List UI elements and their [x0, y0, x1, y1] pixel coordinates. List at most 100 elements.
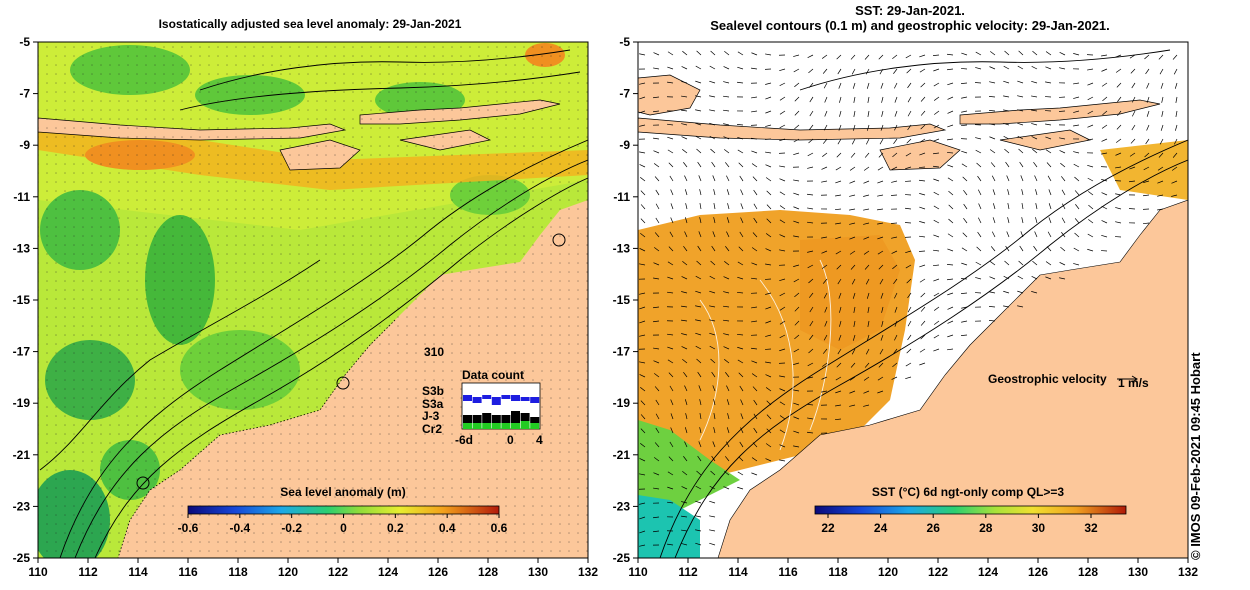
velocity-arrow [920, 96, 926, 102]
velocity-arrow [822, 68, 828, 74]
velocity-arrow [867, 306, 870, 313]
right-x-tick-label: 112 [678, 565, 698, 579]
velocity-arrow [947, 96, 954, 100]
velocity-arrow [838, 124, 842, 131]
right-x-tick-label: 114 [728, 565, 748, 579]
velocity-arrow [779, 459, 786, 462]
velocity-arrow [863, 236, 870, 240]
velocity-arrow [697, 455, 702, 462]
sla-colorbar-label: Sea level anomaly (m) [280, 485, 405, 499]
velocity-arrow [712, 441, 716, 448]
sla-colorbar-tick-label: 0.2 [387, 521, 404, 535]
velocity-arrow [1101, 68, 1108, 72]
velocity-arrow [933, 278, 940, 282]
velocity-arrow [709, 485, 716, 490]
velocity-arrow [698, 231, 702, 238]
velocity-arrow [669, 385, 674, 392]
velocity-arrow [849, 208, 856, 211]
velocity-arrow [933, 320, 940, 325]
velocity-arrow [653, 137, 660, 140]
velocity-arrow [667, 51, 674, 56]
velocity-arrow [1003, 122, 1010, 126]
velocity-arrow [1146, 82, 1150, 89]
velocity-arrow [1174, 82, 1178, 89]
velocity-arrow [1158, 152, 1164, 158]
velocity-arrow [863, 194, 870, 197]
velocity-arrow [1129, 166, 1136, 170]
velocity-arrow [779, 234, 786, 238]
velocity-arrow [1017, 95, 1024, 98]
velocity-arrow [877, 222, 884, 225]
velocity-arrow [793, 192, 800, 196]
velocity-arrow [890, 194, 898, 196]
sla-colorbar-tick-label: 0 [340, 521, 347, 535]
velocity-arrow [838, 334, 842, 341]
velocity-arrow [1087, 165, 1094, 168]
velocity-arrow [737, 51, 744, 56]
velocity-arrow [737, 291, 744, 294]
velocity-arrow [696, 358, 702, 364]
velocity-arrow [878, 152, 884, 158]
velocity-arrow [894, 82, 898, 89]
velocity-arrow [653, 347, 660, 350]
velocity-arrow [960, 68, 968, 70]
sla-colorbar-tick-label: 0.4 [439, 521, 456, 535]
velocity-arrow [1143, 194, 1150, 197]
velocity-arrow [698, 385, 702, 392]
velocity-arrow [681, 123, 688, 126]
data-count-bar [491, 423, 501, 429]
velocity-arrow [751, 347, 758, 350]
velocity-arrow [765, 233, 772, 238]
velocity-arrow [684, 427, 688, 434]
velocity-arrow [852, 334, 856, 341]
left-x-tick-label: 116 [178, 565, 198, 579]
velocity-arrow [699, 427, 702, 434]
velocity-arrow [807, 403, 814, 406]
velocity-arrow [947, 164, 954, 168]
velocity-arrow [724, 471, 730, 476]
velocity-arrow [639, 458, 646, 462]
velocity-arrow [849, 194, 856, 197]
velocity-arrow [849, 376, 856, 381]
left-y-tick-label: -11 [13, 190, 30, 204]
velocity-arrow [946, 152, 954, 154]
velocity-arrow [699, 399, 702, 406]
velocity-arrow [920, 110, 926, 116]
velocity-arrow [670, 203, 674, 210]
velocity-arrow [919, 138, 926, 143]
velocity-arrow [695, 500, 702, 504]
velocity-arrow [894, 110, 898, 117]
velocity-arrow [933, 306, 940, 311]
velocity-arrow [933, 124, 940, 129]
velocity-arrow [807, 362, 814, 367]
velocity-arrow [851, 68, 856, 75]
velocity-arrow [739, 231, 744, 238]
velocity-arrow [807, 417, 814, 420]
velocity-arrow [1087, 233, 1094, 238]
velocity-arrow [696, 260, 702, 266]
velocity-arrow [879, 138, 884, 145]
velocity-arrow [681, 95, 688, 98]
velocity-arrow [837, 138, 842, 145]
velocity-arrow [639, 473, 646, 476]
velocity-arrow [753, 217, 758, 224]
velocity-arrow [1088, 219, 1094, 224]
data-count-bar [491, 397, 501, 405]
velocity-arrow [667, 261, 674, 266]
velocity-arrow [989, 276, 996, 280]
velocity-arrow [669, 441, 674, 448]
velocity-arrow [639, 374, 646, 378]
velocity-arrow [878, 54, 884, 60]
velocity-arrow [1006, 231, 1010, 238]
velocity-arrow [907, 96, 912, 103]
velocity-arrow [794, 292, 800, 298]
velocity-arrow [793, 152, 800, 156]
velocity-arrow [809, 124, 814, 130]
velocity-arrow [737, 261, 744, 266]
data-count-bar [482, 413, 492, 423]
velocity-arrow [877, 194, 884, 197]
velocity-arrow [639, 96, 646, 100]
velocity-arrow [838, 82, 842, 89]
velocity-arrow [807, 264, 814, 269]
velocity-arrow [738, 372, 744, 378]
